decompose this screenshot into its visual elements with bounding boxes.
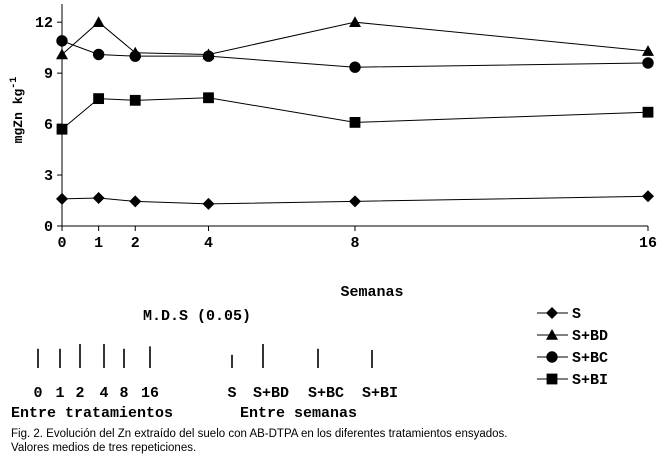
mds-bars: 0 1 2 4 8 16 S S+BD S+BC S+BI (33, 344, 398, 402)
data-point-s-bd (349, 16, 361, 27)
legend-label-s: S (572, 306, 581, 323)
mds-label-semana: S+BC (308, 385, 344, 402)
data-point-s-bc (202, 50, 215, 62)
mds-tratamientos-caption: Entre tratamientos (11, 405, 173, 422)
x-tick-label: 8 (350, 235, 359, 252)
series-line-s-bi (61, 97, 649, 130)
data-point-s (349, 195, 361, 208)
legend-marker-s-bc (546, 351, 558, 363)
data-point-s (202, 197, 215, 210)
y-tick-label: 9 (44, 66, 53, 83)
series-line-s (61, 195, 649, 205)
data-point-s (642, 190, 654, 203)
series-line-s-bd (61, 21, 649, 55)
mds-label-semana: S (227, 385, 236, 402)
y-tick-label: 12 (35, 15, 53, 32)
x-tick-label: 1 (94, 235, 103, 252)
mds-semanas-caption: Entre semanas (240, 405, 357, 422)
y-axis-title-base: mgZn kg (11, 89, 26, 144)
plot-series (56, 16, 654, 210)
x-tick-label: 2 (131, 235, 140, 252)
x-tick-label: 0 (57, 235, 66, 252)
data-point-s-bd (56, 48, 68, 60)
data-point-s-bi (349, 116, 361, 128)
y-tick-label: 0 (44, 219, 53, 236)
mds-label-tratamiento: 1 (55, 385, 64, 402)
data-point-s (129, 195, 142, 208)
data-point-s-bi (129, 94, 141, 106)
figure-caption-line-2: Valores medios de tres repeticiones. (11, 442, 197, 454)
mds-label-tratamiento: 4 (99, 385, 108, 402)
mds-label-semana: S+BD (253, 385, 289, 402)
y-axis-title: mgZn kg-1 (9, 77, 26, 144)
data-point-s-bc (92, 48, 105, 61)
data-point-s-bc (642, 57, 654, 69)
data-point-s-bc (56, 35, 68, 47)
data-point-s-bi (93, 93, 105, 105)
y-axis-title-exponent: -1 (9, 77, 20, 89)
y-tick-label: 3 (44, 168, 53, 185)
series-line-s-bc (61, 40, 649, 68)
mds-label-tratamiento: 8 (119, 385, 128, 402)
x-tick-label: 4 (204, 235, 213, 252)
legend-label-s-bi: S+BI (572, 372, 608, 389)
data-point-s (56, 192, 68, 205)
y-tick-label: 6 (44, 117, 53, 134)
x-tick-label: 16 (639, 235, 657, 252)
mds-title: M.D.S (0.05) (143, 308, 251, 325)
mds-label-tratamiento: 0 (33, 385, 42, 402)
data-point-s-bd (92, 16, 105, 27)
mds-label-tratamiento: 2 (75, 385, 84, 402)
x-axis-title: Semanas (340, 284, 403, 301)
mds-label-tratamiento: 16 (141, 385, 159, 402)
legend: S S+BD S+BC S+BI (537, 306, 608, 389)
legend-marker-s-bi (546, 373, 558, 385)
data-point-s-bc (349, 61, 361, 73)
figure-caption: Fig. 2. Evolución del Zn extraído del su… (11, 427, 507, 455)
legend-marker-s-bd (546, 329, 558, 340)
data-point-s (92, 191, 105, 204)
legend-marker-s (546, 307, 558, 319)
mds-label-semana: S+BI (362, 385, 398, 402)
data-point-s-bd (642, 45, 654, 56)
data-point-s-bi (56, 123, 68, 135)
data-point-s-bi (203, 92, 214, 104)
legend-label-s-bc: S+BC (572, 350, 608, 367)
figure-caption-line-1: Fig. 2. Evolución del Zn extraído del su… (11, 428, 508, 440)
data-point-s-bi (642, 106, 654, 118)
legend-label-s-bd: S+BD (572, 328, 608, 345)
data-point-s-bc (129, 50, 141, 62)
